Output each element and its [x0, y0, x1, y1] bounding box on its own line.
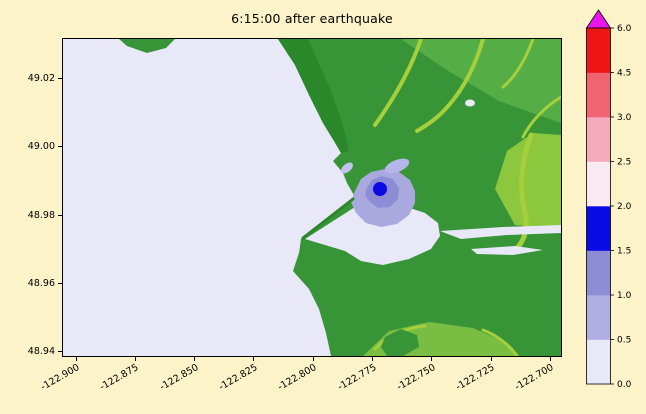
- colorbar-tick-label: 2.5: [617, 158, 631, 168]
- y-tick-mark: [58, 146, 62, 148]
- valley-streak-4: [521, 95, 561, 139]
- y-tick-label: 49.02: [27, 72, 55, 84]
- colorbar-tick-label: 0.0: [617, 380, 632, 390]
- x-tick-mark: [75, 357, 77, 361]
- colorbar-tick-label: 3.0: [617, 113, 632, 123]
- x-tick-mark: [431, 357, 433, 361]
- mainland: [278, 39, 561, 356]
- colorbar-tick-label: 6.0: [617, 24, 632, 34]
- y-tick-label: 48.94: [27, 346, 55, 358]
- colorbar-tick-label: 2.0: [617, 202, 632, 212]
- y-tick-mark: [58, 283, 62, 284]
- valley-streak-7: [481, 328, 519, 356]
- x-tick-mark: [549, 357, 551, 361]
- valley-streak-2: [415, 39, 485, 133]
- drayton-harbor: [305, 187, 440, 265]
- islet-2: [365, 317, 371, 323]
- colorbar-segment: [586, 117, 611, 162]
- y-tick-label: 49.00: [27, 141, 55, 153]
- x-tick-label: -122.850: [157, 362, 201, 393]
- dakota-creek: [440, 225, 561, 239]
- land-light-topright: [401, 39, 561, 123]
- colorbar-segment: [586, 161, 611, 207]
- x-tick-label: -122.900: [39, 362, 82, 393]
- x-tick-label: -122.725: [454, 362, 497, 393]
- x-tick-mark: [372, 357, 373, 361]
- semiahmoo-spit: [301, 197, 355, 240]
- y-tick-mark: [58, 77, 62, 79]
- plot-area: [62, 38, 562, 357]
- colorbar-segment: [586, 206, 611, 251]
- x-tick-label: -122.800: [276, 362, 319, 393]
- small-lake: [465, 99, 475, 107]
- land-top-left: [119, 39, 175, 53]
- colorbar-segment: [586, 295, 611, 340]
- colorbar-tick-label: 1.5: [617, 247, 631, 257]
- x-tick-mark: [134, 357, 136, 361]
- california-creek: [471, 246, 543, 255]
- x-tick-label: -122.700: [513, 362, 556, 393]
- y-tick-label: 48.96: [27, 278, 55, 289]
- valley-streak-3: [501, 39, 535, 89]
- colorbar-segment: [586, 250, 611, 296]
- coast-dark-band: [278, 39, 349, 153]
- flood-core: [373, 182, 387, 196]
- colorbar-tick-label: 1.0: [617, 291, 632, 301]
- x-tick-mark: [490, 357, 492, 361]
- colorbar-over-arrow: [585, 9, 612, 29]
- y-tick-label: 48.98: [27, 209, 55, 221]
- flood-patch-ne: [384, 158, 410, 174]
- colorbar-svg: 0.0 0.5 1.0 1.5 2.0 2.5 3.0 4.5 6.0: [585, 9, 632, 390]
- colorbar-segment: [586, 339, 611, 385]
- colorbar-tick-label: 4.5: [617, 69, 631, 79]
- x-tick-label: -122.825: [216, 362, 260, 393]
- land-light-right: [495, 133, 561, 229]
- colorbar-segment: [586, 28, 611, 73]
- valley-streak-5: [515, 132, 534, 250]
- x-tick-mark: [312, 357, 314, 361]
- x-tick-mark: [253, 357, 255, 361]
- colorbar: 0.0 0.5 1.0 1.5 2.0 2.5 3.0 4.5 6.0: [585, 9, 645, 404]
- y-tick-mark: [58, 351, 62, 353]
- colorbar-segment: [586, 72, 611, 118]
- colorbar-tick-label: 0.5: [617, 336, 631, 346]
- plot-title: 6:15:00 after earthquake: [231, 11, 393, 26]
- valley-streak-1: [373, 39, 423, 127]
- y-tick-mark: [58, 214, 62, 216]
- x-tick-mark: [194, 357, 196, 361]
- x-tick-label: -122.775: [335, 362, 378, 393]
- x-tick-label: -122.750: [394, 362, 438, 393]
- island-bottom: [381, 329, 419, 356]
- x-tick-label: -122.875: [98, 362, 141, 393]
- map-svg: [119, 39, 561, 356]
- islet-1: [346, 296, 354, 304]
- flood-patch-w: [341, 162, 353, 174]
